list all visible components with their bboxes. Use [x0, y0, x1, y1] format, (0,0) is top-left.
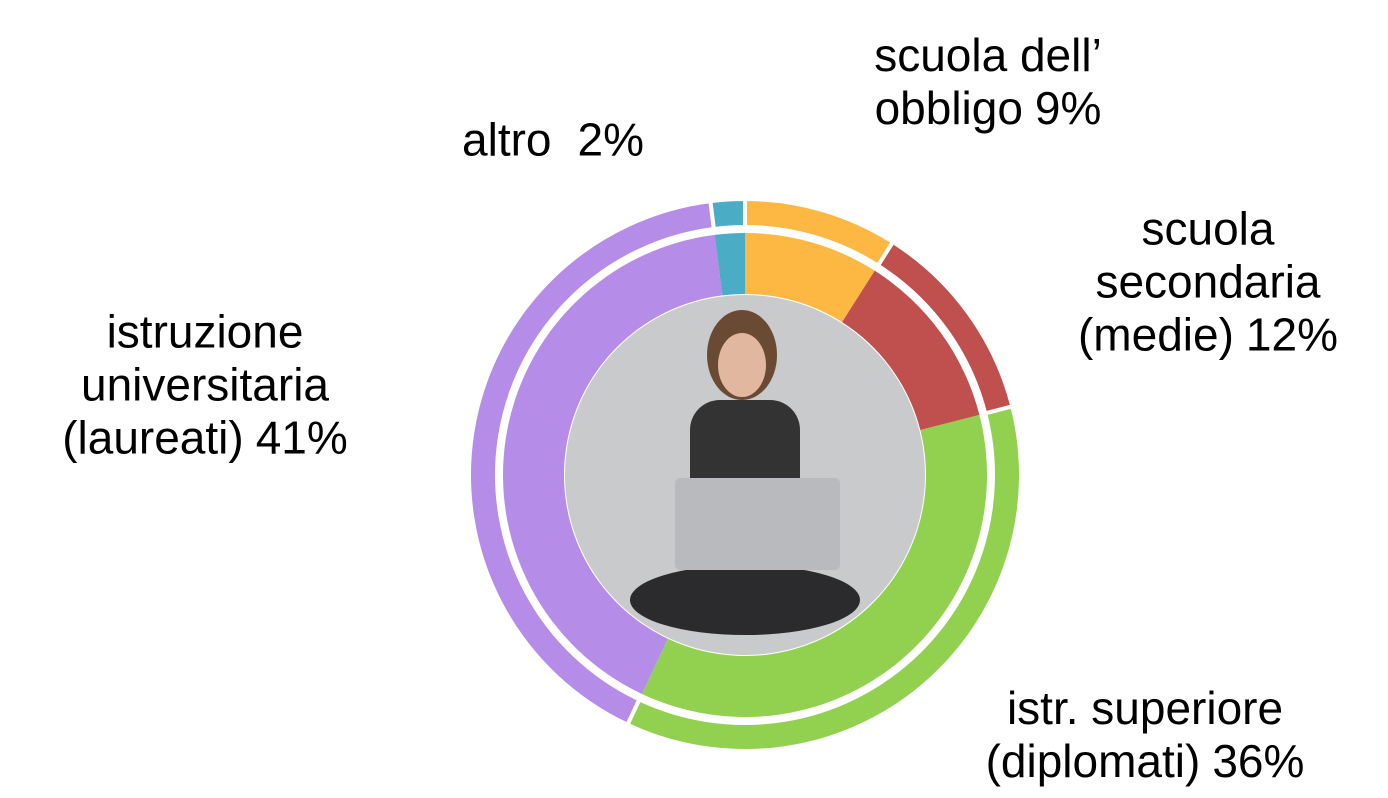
donut-segment [624, 403, 1023, 753]
data-label: scuola secondaria (medie) 12% [1078, 203, 1338, 362]
value-label: 12% [1245, 308, 1339, 361]
center-photo [565, 295, 925, 655]
donut-segment [503, 234, 723, 694]
value-label: 9% [1034, 82, 1102, 134]
category-label: istr. superiore (diplomati) [985, 682, 1284, 787]
data-label: scuola dell’ obbligo 9% [874, 29, 1102, 135]
donut-segment [745, 233, 875, 323]
value-label: 41% [255, 411, 348, 464]
category-label: altro [462, 113, 552, 166]
donut-segment [714, 233, 745, 296]
category-label: scuola secondaria (medie) [1077, 202, 1321, 361]
value-label: 36% [1212, 735, 1305, 787]
donut-segment [641, 414, 987, 717]
category-label: istruzione universitaria (laureati) [62, 305, 329, 464]
data-label: istr. superiore (diplomati) 36% [986, 682, 1305, 788]
donut-segment [743, 196, 896, 269]
donut-segment [875, 239, 1015, 416]
value-label: 2% [577, 113, 644, 166]
donut-segment [708, 196, 747, 232]
data-label: istruzione universitaria (laureati) 41% [62, 306, 348, 465]
data-label: altro 2% [462, 114, 644, 167]
donut-segment [841, 270, 980, 430]
category-label: scuola dell’ obbligo [874, 29, 1102, 134]
